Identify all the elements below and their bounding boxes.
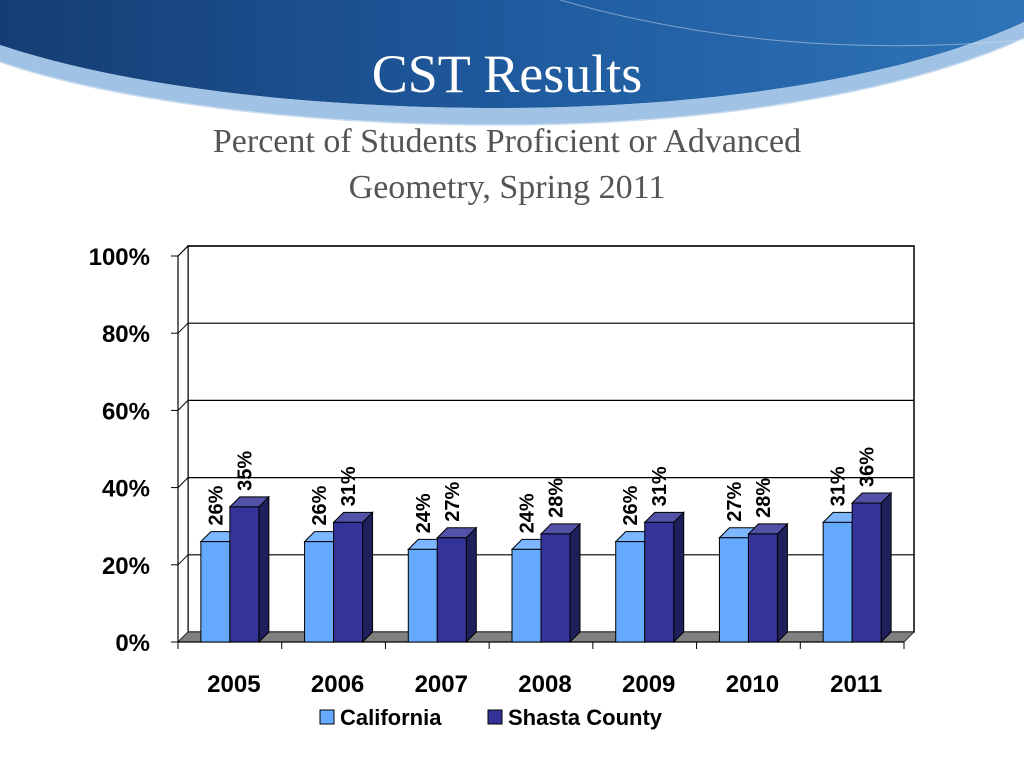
x-tick-label: 2006 (311, 671, 364, 698)
bar-shasta-county (643, 511, 685, 644)
y-tick-label: 60% (102, 398, 150, 425)
data-label: 26% (620, 485, 642, 525)
data-label: 28% (753, 478, 775, 518)
bar-shasta-county (747, 522, 789, 644)
bar-side (880, 491, 892, 644)
x-tick-label: 2011 (830, 671, 882, 698)
bar-front (304, 541, 335, 643)
x-tick-label: 2008 (518, 671, 571, 698)
x-tick-label: 2009 (622, 671, 675, 698)
bar-side (258, 495, 270, 644)
plot-side-wall (177, 244, 189, 644)
bar-front (511, 548, 542, 643)
bar-front (333, 521, 364, 643)
bar-front (407, 548, 438, 643)
data-label: 31% (649, 466, 671, 506)
chart-subtitle-line-2: Geometry, Spring 2011 (348, 169, 666, 206)
bar-front (540, 533, 571, 643)
bar-side (569, 522, 581, 644)
bar-shasta-county (539, 522, 582, 644)
x-tick-label: 2010 (726, 671, 779, 698)
bar-front (644, 521, 675, 643)
data-label: 26% (205, 485, 227, 525)
bar-shasta-county (332, 511, 374, 644)
bar-front (200, 541, 231, 643)
bar-front (747, 533, 778, 643)
legend-label: California (340, 705, 442, 730)
y-tick-label: 0% (115, 630, 150, 657)
gridline-side (177, 322, 189, 334)
bar-side (465, 526, 477, 644)
bar-shasta-county (850, 491, 893, 644)
data-label: 27% (442, 482, 464, 522)
bar-side (776, 522, 788, 644)
x-tick-label: 2007 (415, 671, 468, 698)
bar-side (673, 511, 685, 644)
y-tick-label: 40% (102, 476, 150, 503)
data-label: 24% (517, 493, 539, 533)
bar-side (362, 511, 374, 644)
gridline-side (177, 245, 189, 257)
chart-subtitle-line-1: Percent of Students Proficient or Advanc… (212, 123, 802, 160)
data-label: 31% (338, 466, 360, 506)
bar-front (436, 537, 467, 643)
legend-swatch (487, 709, 503, 725)
header-banner (0, 0, 1024, 126)
bar-shasta-county (436, 526, 478, 644)
bar-front (615, 541, 646, 643)
data-label: 28% (546, 478, 568, 518)
bar-shasta-county (228, 495, 271, 644)
gridline-side (177, 477, 189, 488)
legend-swatch (319, 709, 335, 725)
y-tick-label: 80% (102, 321, 150, 348)
legend-label: Shasta County (508, 705, 663, 730)
x-tick-label: 2005 (207, 671, 260, 698)
gridline-side (177, 554, 189, 566)
data-label: 36% (857, 447, 879, 487)
y-tick-label: 100% (89, 244, 150, 271)
gridline-side (177, 400, 189, 411)
data-label: 27% (724, 482, 746, 522)
slide-title: CST Results (371, 44, 643, 104)
bar-front (718, 537, 749, 643)
data-label: 24% (413, 493, 435, 533)
bar-front (229, 506, 260, 643)
data-label: 35% (234, 451, 256, 491)
y-tick-label: 20% (102, 553, 150, 580)
bar-front (851, 502, 882, 643)
data-label: 26% (309, 485, 331, 525)
bar-front (822, 521, 853, 643)
data-label: 31% (828, 466, 850, 506)
